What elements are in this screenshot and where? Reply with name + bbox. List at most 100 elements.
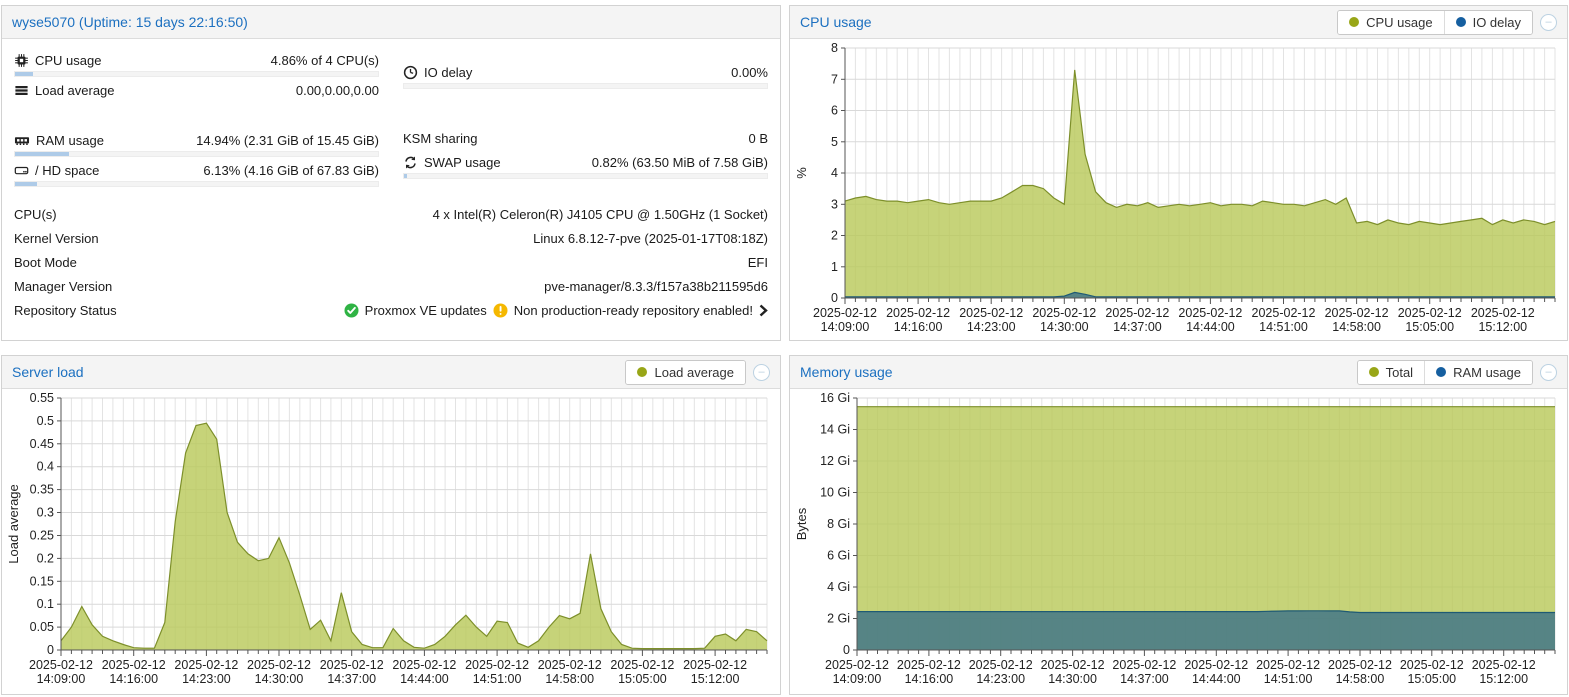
svg-text:16 Gi: 16 Gi — [820, 391, 850, 405]
gauge-column-right: IO delay 0.00% KSM sharing 0 B SWAP usage 0.8… — [403, 49, 768, 189]
info-row-cpus: CPU(s) 4 x Intel(R) Celeron(R) J4105 CPU … — [14, 202, 768, 226]
node-status-panel: wyse5070 (Uptime: 15 days 22:16:50) CPU … — [1, 5, 781, 341]
svg-text:6 Gi: 6 Gi — [827, 549, 850, 563]
svg-text:14:37:00: 14:37:00 — [327, 672, 376, 686]
legend-label: CPU usage — [1366, 14, 1433, 30]
info-row-manager-version: Manager Version pve-manager/8.3.3/f157a38… — [14, 274, 768, 298]
cpu-usage-chart: 0 1 2 3 4 5 6 7 8% 2025-02-12 14:09:00 2025-02-12 14… — [790, 39, 1567, 338]
svg-text:14:30:00: 14:30:00 — [1048, 672, 1097, 686]
svg-text:2 Gi: 2 Gi — [827, 612, 850, 626]
svg-text:15:05:00: 15:05:00 — [1407, 672, 1456, 686]
svg-text:2025-02-12: 2025-02-12 — [1184, 658, 1248, 672]
clock-icon — [403, 65, 418, 80]
collapse-icon[interactable]: – — [1540, 13, 1557, 31]
gauge-swap-usage: SWAP usage 0.82% (63.50 MiB of 7.58 GiB) — [403, 151, 768, 179]
node-title: wyse5070 (Uptime: 15 days 22:16:50) — [12, 14, 248, 30]
svg-text:2025-02-12: 2025-02-12 — [886, 306, 950, 320]
server-load-chart: 0 0.05 0.1 0.15 0.2 0.25 0.3 0.35 0.4 0.45 0.5 0.55… — [2, 389, 780, 690]
spacer — [14, 103, 379, 129]
memory-usage-chart: 0 2 Gi 4 Gi 6 Gi 8 Gi 10 Gi 12 Gi 14 Gi 16 Gi Byt… — [790, 389, 1567, 690]
svg-text:2025-02-12: 2025-02-12 — [825, 658, 889, 672]
svg-text:0.05: 0.05 — [30, 620, 54, 634]
svg-text:14:16:00: 14:16:00 — [893, 320, 942, 334]
legend-label: IO delay — [1472, 14, 1521, 30]
check-circle-icon — [344, 303, 359, 317]
gauge-label: RAM usage — [36, 132, 104, 148]
info-row-kernel-version: Kernel Version Linux 6.8.12-7-pve (2025-0… — [14, 226, 768, 250]
svg-text:14:30:00: 14:30:00 — [255, 672, 304, 686]
svg-text:2025-02-12: 2025-02-12 — [247, 658, 311, 672]
svg-text:14:23:00: 14:23:00 — [966, 320, 1015, 334]
cpu-usage-header: CPU usage CPU usage IO delay – — [790, 6, 1567, 39]
svg-text:8: 8 — [831, 41, 838, 55]
svg-text:12 Gi: 12 Gi — [820, 454, 850, 468]
svg-text:14:51:00: 14:51:00 — [473, 672, 522, 686]
svg-text:14:58:00: 14:58:00 — [1335, 672, 1384, 686]
svg-text:2025-02-12: 2025-02-12 — [392, 658, 456, 672]
svg-text:0: 0 — [831, 291, 838, 305]
gauge-label: KSM sharing — [403, 130, 478, 146]
legend-dot — [637, 367, 648, 377]
svg-text:2025-02-12: 2025-02-12 — [1470, 306, 1534, 320]
cpu-icon — [14, 53, 29, 68]
legend-label: RAM usage — [1453, 364, 1521, 380]
svg-text:Bytes: Bytes — [794, 507, 809, 540]
legend-item-io-delay[interactable]: IO delay — [1443, 10, 1532, 34]
svg-text:0: 0 — [47, 643, 54, 657]
svg-text:14:16:00: 14:16:00 — [109, 672, 158, 686]
legend-dot — [1349, 17, 1360, 27]
gauge-value: 0.00,0.00,0.00 — [295, 82, 379, 98]
svg-text:0.15: 0.15 — [30, 574, 54, 588]
legend-item-total[interactable]: Total — [1357, 360, 1425, 384]
svg-text:2025-02-12: 2025-02-12 — [1040, 658, 1104, 672]
collapse-icon[interactable]: – — [1540, 363, 1557, 381]
svg-text:1: 1 — [831, 260, 838, 274]
legend-dot — [1368, 367, 1379, 377]
svg-text:3: 3 — [831, 197, 838, 211]
svg-text:2025-02-12: 2025-02-12 — [538, 658, 602, 672]
repository-status-value[interactable]: Proxmox VE updates Non production-ready … — [344, 303, 768, 318]
gauge-ksm-sharing: KSM sharing 0 B — [403, 127, 768, 149]
info-value: 4 x Intel(R) Celeron(R) J4105 CPU @ 1.50… — [432, 206, 768, 222]
svg-text:0.4: 0.4 — [37, 460, 54, 474]
svg-text:7: 7 — [831, 72, 838, 86]
gauge-value: 0.00% — [731, 64, 768, 80]
gauge-load-average: Load average 0.00,0.00,0.00 — [14, 79, 379, 101]
swap-icon — [403, 155, 418, 170]
info-label: Manager Version — [14, 278, 113, 294]
gauge-label: SWAP usage — [424, 154, 501, 170]
svg-text:2025-02-12: 2025-02-12 — [813, 306, 877, 320]
svg-text:15:12:00: 15:12:00 — [1478, 320, 1527, 334]
gauge-progress-bar — [403, 83, 768, 89]
svg-text:14 Gi: 14 Gi — [820, 423, 850, 437]
gauge-label: Load average — [35, 82, 115, 98]
svg-text:0.45: 0.45 — [30, 437, 54, 451]
collapse-icon[interactable]: – — [753, 363, 770, 381]
svg-text:14:09:00: 14:09:00 — [37, 672, 86, 686]
gauge-value: 4.86% of 4 CPU(s) — [270, 52, 379, 68]
svg-text:0.2: 0.2 — [37, 551, 54, 565]
svg-text:2025-02-12: 2025-02-12 — [1112, 658, 1176, 672]
gauge-progress-bar — [403, 173, 768, 179]
svg-text:2025-02-12: 2025-02-12 — [610, 658, 674, 672]
svg-text:2: 2 — [831, 229, 838, 243]
gauge-value: 0 B — [748, 130, 768, 146]
repository-status-row: Repository Status Proxmox VE updates Non… — [14, 298, 768, 322]
gauge-progress-bar — [14, 151, 379, 157]
svg-text:5: 5 — [831, 135, 838, 149]
svg-text:15:12:00: 15:12:00 — [691, 672, 740, 686]
svg-text:2025-02-12: 2025-02-12 — [102, 658, 166, 672]
svg-text:0.25: 0.25 — [30, 529, 54, 543]
svg-text:6: 6 — [831, 104, 838, 118]
repository-ok-text: Proxmox VE updates — [364, 302, 487, 318]
server-load-title: Server load — [12, 364, 84, 380]
hdd-icon — [14, 163, 29, 178]
legend-item-load-average[interactable]: Load average — [626, 360, 745, 384]
chevron-right-icon[interactable] — [759, 304, 768, 317]
svg-text:2025-02-12: 2025-02-12 — [1178, 306, 1242, 320]
legend-item-cpu-usage[interactable]: CPU usage — [1338, 10, 1444, 34]
svg-text:14:23:00: 14:23:00 — [976, 672, 1025, 686]
memory-usage-header: Memory usage Total RAM usage – — [790, 356, 1567, 389]
legend-item-ram-usage[interactable]: RAM usage — [1424, 360, 1532, 384]
